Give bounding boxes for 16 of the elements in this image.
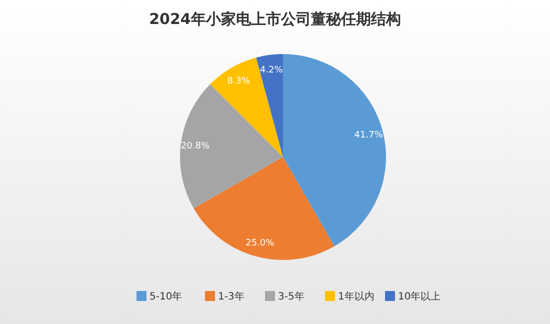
pie-slice bbox=[194, 157, 334, 260]
legend-label: 1-3年 bbox=[218, 290, 244, 302]
legend-label: 5-10年 bbox=[150, 290, 182, 302]
chart-title: 2024年小家电上市公司董秘任期结构 bbox=[149, 10, 401, 28]
data-label: 25.0% bbox=[246, 238, 275, 249]
legend-label: 1年以内 bbox=[338, 290, 374, 302]
pie-slice bbox=[210, 58, 283, 157]
data-label: 41.7% bbox=[354, 130, 384, 140]
pie-slice bbox=[180, 84, 283, 208]
pie-slice bbox=[256, 54, 283, 157]
data-label: 8.3% bbox=[227, 76, 251, 86]
data-label: 20.8% bbox=[180, 141, 210, 152]
data-label: 4.2% bbox=[260, 65, 284, 76]
pie-slice bbox=[283, 54, 386, 246]
legend-label: 10年以上 bbox=[398, 290, 441, 302]
legend-label: 3-5年 bbox=[278, 290, 304, 302]
